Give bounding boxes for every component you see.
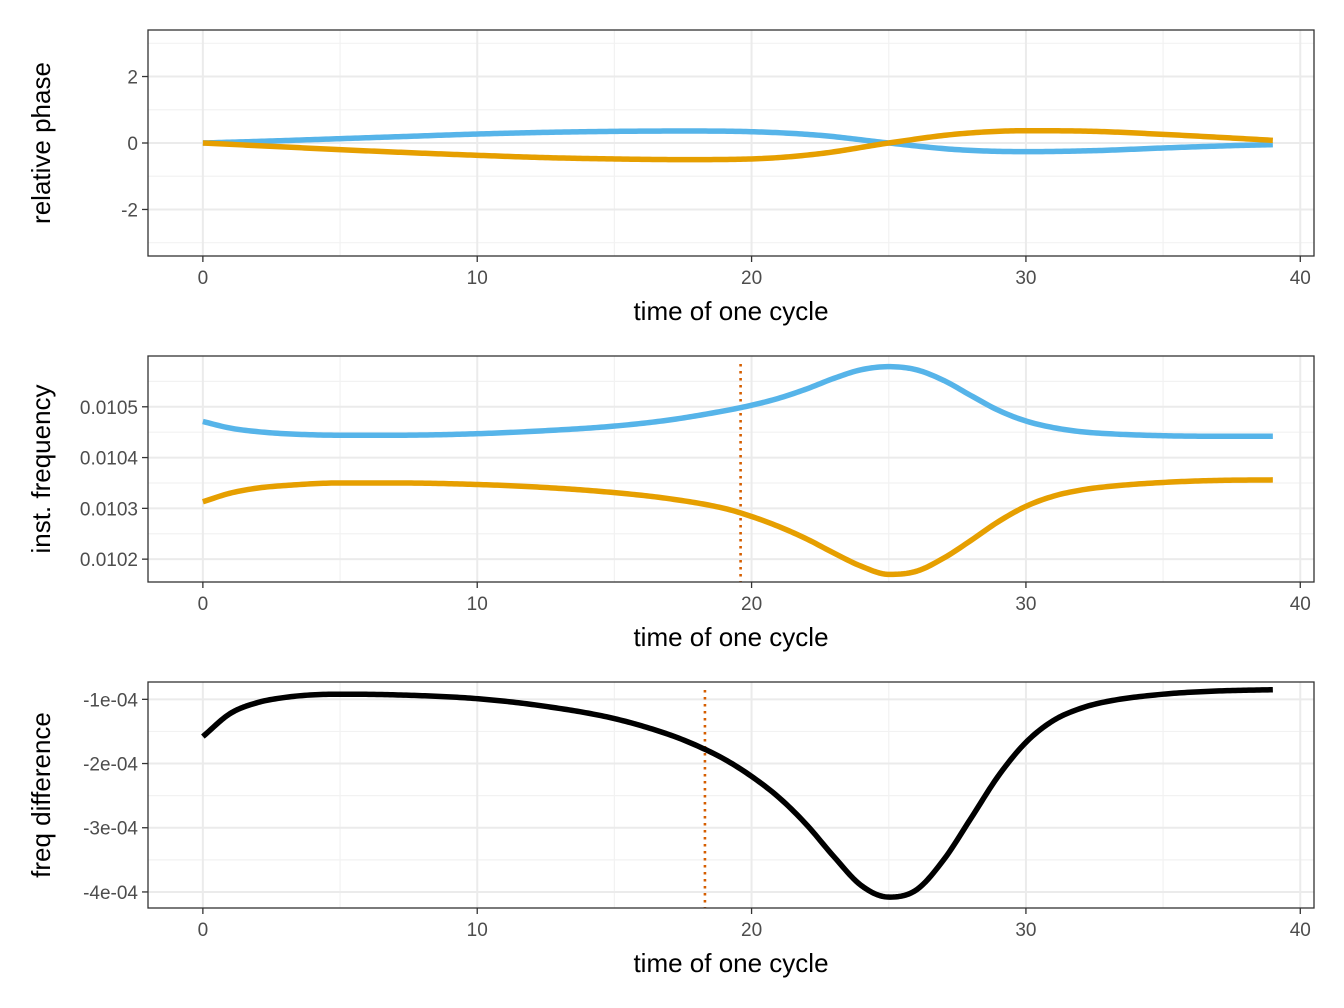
x-tick-label: 0 [198, 268, 209, 289]
panel-background [148, 356, 1314, 582]
x-tick-label: 30 [1015, 268, 1036, 289]
x-tick-label: 0 [198, 594, 209, 615]
y-axis-title: freq difference [26, 712, 56, 878]
x-tick-label: 10 [467, 920, 488, 941]
series-line-1 [201, 686, 1273, 900]
x-tick-label: 10 [467, 594, 488, 615]
y-tick-label: -4e-04 [83, 883, 138, 904]
x-axis-title: time of one cycle [633, 296, 828, 326]
x-axis-title: time of one cycle [633, 622, 828, 652]
y-tick-label: -1e-04 [83, 690, 138, 711]
y-tick-label: 0 [127, 134, 138, 155]
panel-3: 0 10 20 30 40 -4e-04 -3e-04 -2e-04 -1e-04 time of… [26, 681, 1315, 978]
x-tick-label: 30 [1015, 920, 1036, 941]
x-tick-label: 20 [741, 920, 762, 941]
x-tick-label: 30 [1015, 594, 1036, 615]
y-axis-title: inst. frequency [26, 384, 56, 553]
series-line-2 [202, 477, 1273, 578]
panels: 0 10 20 30 40 -2 0 2 time of one cycle relative p… [26, 29, 1315, 978]
x-axis-title: time of one cycle [633, 948, 828, 978]
x-tick-label: 40 [1290, 594, 1311, 615]
y-tick-label: 0.0105 [80, 398, 138, 419]
series-line-2 [202, 127, 1274, 163]
x-tick-label: 20 [741, 268, 762, 289]
y-tick-label: 0.0103 [80, 499, 138, 520]
y-tick-label: 2 [127, 68, 138, 89]
panel-border [147, 681, 1315, 909]
panel-background [148, 682, 1314, 908]
y-axis-title: relative phase [26, 62, 56, 224]
x-tick-label: 10 [467, 268, 488, 289]
x-tick-label: 20 [741, 594, 762, 615]
series-line-1 [202, 363, 1273, 439]
x-tick-label: 0 [198, 920, 209, 941]
y-tick-label: -2e-04 [83, 755, 138, 776]
x-tick-label: 40 [1290, 268, 1311, 289]
x-tick-label: 40 [1290, 920, 1311, 941]
y-tick-label: -2 [121, 200, 138, 221]
panel-border [147, 355, 1315, 583]
panel-2: 0 10 20 30 40 0.0102 0.0103 0.0104 0.0105 time of… [26, 355, 1315, 652]
y-tick-label: -3e-04 [83, 819, 138, 840]
y-tick-label: 0.0102 [80, 550, 138, 571]
panel-1: 0 10 20 30 40 -2 0 2 time of one cycle relative p… [26, 29, 1315, 326]
y-tick-label: 0.0104 [80, 449, 139, 470]
series-line-1 [202, 128, 1273, 155]
